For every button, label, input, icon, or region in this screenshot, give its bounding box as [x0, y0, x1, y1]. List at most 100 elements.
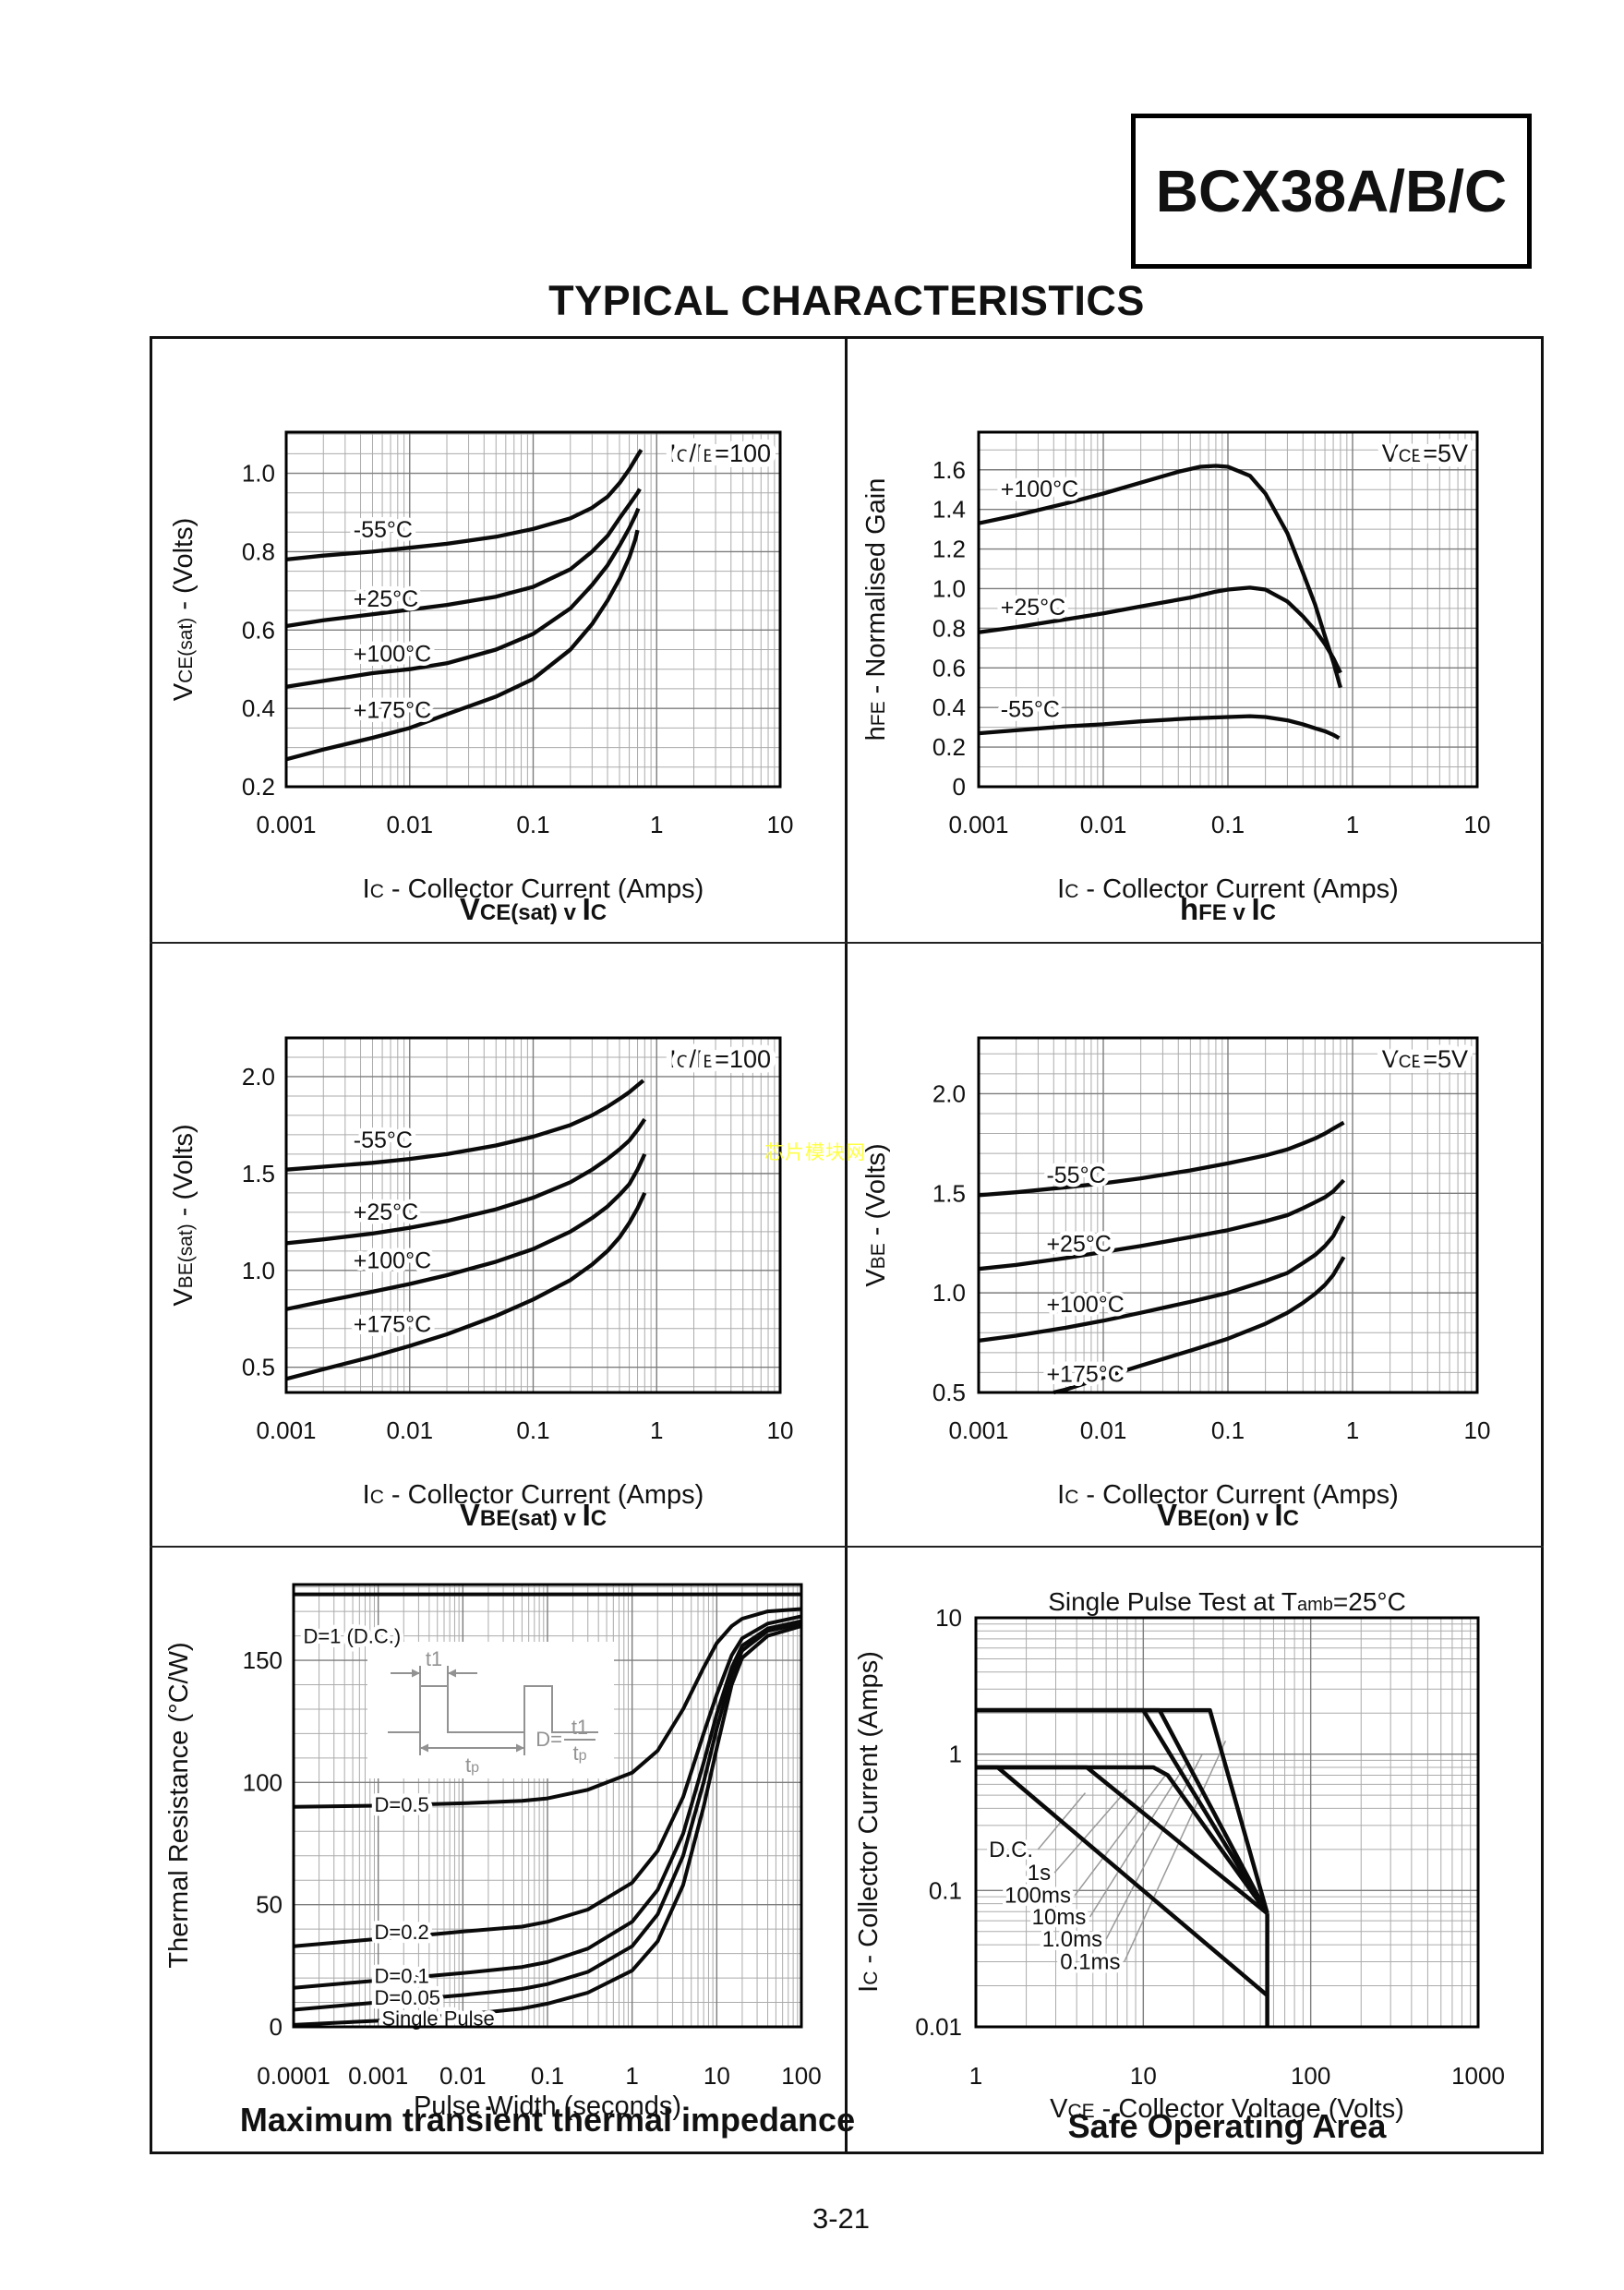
x-tick-label: 1: [625, 2062, 638, 2090]
y-tick-label: 1: [949, 1741, 962, 1768]
y-tick-label: 0.4: [932, 693, 966, 721]
curve-label--55-c: -55°C: [354, 1127, 413, 1153]
y-tick-label: 1.5: [932, 1179, 966, 1207]
y-axis-title: VBE(sat) - (Volts): [169, 1124, 198, 1306]
inset-d-label: D=: [535, 1728, 562, 1751]
curve--175-c: [285, 529, 640, 762]
x-axis-title: IC - Collector Current (Amps): [363, 1480, 704, 1510]
curve--25-c: [978, 585, 1342, 674]
ref-line-1s-leader: [1053, 1789, 1128, 1874]
curve--100-c: [285, 507, 641, 689]
curves: [293, 1592, 802, 2027]
y-tick-label: 0.2: [242, 773, 275, 801]
curve-label--25-c: +25°C: [1001, 595, 1065, 621]
curve-label--100-c: +100°C: [354, 642, 431, 668]
curve-label-d-0-5: D=0.5: [374, 1793, 428, 1816]
x-tick-label: 1: [650, 811, 663, 838]
y-tick-label: 50: [256, 1891, 283, 1919]
curve-label--100-c: +100°C: [1046, 1292, 1124, 1318]
y-tick-label: 2.0: [242, 1063, 275, 1091]
y-tick-label: 150: [243, 1646, 283, 1674]
curve-label-d-0-2: D=0.2: [374, 1921, 428, 1944]
y-tick-label: 10: [935, 1604, 962, 1632]
condition-annotation: VCE=5V: [1382, 440, 1468, 467]
curve-label--25-c: +25°C: [354, 1199, 418, 1225]
curve--175-c: [1053, 1256, 1346, 1395]
chart-title: VBE(sat) v IC: [460, 1498, 607, 1532]
gridlines: [979, 1038, 1477, 1392]
curve-label-d-0-05: D=0.05: [374, 1986, 440, 2009]
ref-line-10ms-leader: [1089, 1763, 1187, 1918]
y-tick-label: 1.0: [932, 1279, 966, 1307]
x-tick-label: 0.1: [1211, 811, 1245, 838]
y-tick-label: 0.6: [242, 616, 275, 644]
x-tick-label: 10: [1130, 2062, 1157, 2090]
y-tick-label: 0.01: [915, 2013, 962, 2041]
curves: [285, 1079, 647, 1381]
curve-label--25-c: +25°C: [354, 586, 418, 612]
curve--55-c: [978, 1120, 1345, 1198]
ref-line-100ms-leader: [1074, 1773, 1168, 1897]
curve--100-c: [978, 464, 1342, 689]
x-tick-label: 0.01: [439, 2062, 487, 2090]
ref-label-10ms: 10ms: [1032, 1905, 1087, 1930]
x-tick-label: 10: [704, 2062, 730, 2090]
curve--55-c: [285, 448, 644, 562]
y-tick-label: 0.1: [929, 1876, 962, 1904]
curve--175-c: [285, 1191, 647, 1381]
curve--55-c: [285, 1079, 645, 1172]
chart-c1: -55°C +25°C +100°C +175°C IC/IB=100 0.2 0.4 0.6…: [169, 430, 793, 926]
curve-label--100-c: +100°C: [1001, 476, 1078, 502]
curve--25-c: [978, 1178, 1346, 1272]
condition-annotation: IC/IB=100: [669, 440, 771, 467]
chart-title: hFE v IC: [1180, 892, 1276, 926]
x-tick-label: 0.001: [256, 1416, 316, 1444]
condition-annotation: VCE=5V: [1382, 1045, 1468, 1073]
y-tick-label: 0.8: [932, 614, 966, 642]
chart-c5: t1 tp D= t1 tp D=1 (D.C.) D=0.5 D=0.2 D=0.1D=0.0…: [164, 1583, 855, 2139]
curve-single-pulse: [293, 1624, 802, 2027]
y-axis-title: VBE - (Volts): [861, 1143, 891, 1286]
curve--100-c: [978, 1215, 1346, 1344]
ref-line-0-1ms-leader: [1124, 1741, 1227, 1962]
plot-border: [292, 1583, 803, 2029]
y-tick-label: 2.0: [932, 1079, 966, 1107]
y-tick-label: 1.6: [932, 456, 966, 484]
chart-title: Safe Operating Area: [1068, 2107, 1388, 2145]
ref-label-0-1ms: 0.1ms: [1060, 1950, 1120, 1975]
curve--25-c: [285, 488, 642, 629]
y-tick-label: 1.4: [932, 496, 966, 524]
y-tick-label: 0.2: [932, 733, 966, 761]
page-title: TYPICAL CHARACTERISTICS: [548, 277, 1145, 324]
curve-label--175-c: +175°C: [354, 1312, 431, 1338]
curve-label--25-c: +25°C: [1046, 1231, 1111, 1257]
grid-divider-row2: [150, 1546, 1544, 1548]
x-tick-label: 0.1: [1211, 1416, 1245, 1444]
y-tick-label: 1.0: [242, 1257, 275, 1284]
curve-10ms-limit: [976, 1707, 1269, 1915]
x-tick-label: 10: [1464, 811, 1491, 838]
chart-title: Maximum transient thermal impedance: [240, 2101, 855, 2139]
curve-1s-limit: [976, 1765, 1269, 1915]
y-tick-label: 1.0: [242, 460, 275, 488]
plot-border: [977, 1036, 1479, 1394]
ref-label-1s: 1s: [1028, 1861, 1051, 1886]
plot-border: [977, 430, 1479, 789]
x-tick-label: 0.1: [516, 1416, 549, 1444]
curve-label--100-c: +100°C: [354, 1247, 431, 1273]
x-tick-label: 0.0001: [257, 2062, 331, 2090]
plot-border: [974, 1616, 1480, 2029]
x-tick-label: 1: [650, 1416, 663, 1444]
y-axis-title: VCE(sat) - (Volts): [169, 518, 198, 702]
ref-label-d-c-: D.C.: [989, 1838, 1033, 1862]
x-tick-label: 10: [767, 1416, 794, 1444]
curve-d-0-5: [293, 1607, 802, 1809]
x-tick-label: 100: [781, 2062, 821, 2090]
curve-label-d-0-1: D=0.1: [374, 1964, 428, 1987]
plot-border: [284, 1036, 782, 1394]
x-tick-label: 1: [969, 2062, 982, 2090]
x-tick-label: 1000: [1451, 2062, 1505, 2090]
x-tick-label: 0.01: [1080, 811, 1127, 838]
